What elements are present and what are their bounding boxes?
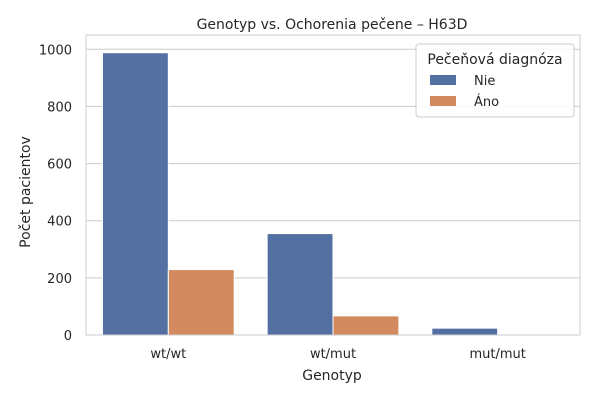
- bar-áno-wt-wt: [167, 269, 235, 336]
- y-tick-label: 200: [47, 272, 72, 287]
- x-axis-label: Genotyp: [302, 368, 362, 384]
- legend-swatch: [430, 75, 456, 85]
- bar-nie-wt-wt: [101, 52, 169, 336]
- legend-title: Pečeňová diagnóza: [427, 52, 562, 68]
- y-tick-label: 1000: [39, 43, 72, 58]
- x-tick-label: mut/mut: [469, 347, 525, 362]
- y-tick-label: 0: [64, 329, 72, 344]
- y-tick-label: 400: [47, 215, 72, 230]
- y-tick-labels: 0 200 400 600 800 1000: [39, 43, 72, 344]
- y-axis-label: Počet pacientov: [18, 136, 34, 248]
- x-tick-label: wt/mut: [310, 347, 356, 362]
- x-tick-label: wt/wt: [150, 347, 186, 362]
- y-tick-label: 800: [47, 100, 72, 115]
- y-tick-label: 600: [47, 158, 72, 173]
- bar-áno-wt-mut: [332, 315, 400, 336]
- bars: [101, 52, 565, 336]
- bar-nie-wt-mut: [266, 233, 334, 336]
- legend: Pečeňová diagnóza Nie Áno: [415, 43, 575, 118]
- chart-title: Genotyp vs. Ochorenia pečene – H63D: [197, 17, 468, 33]
- legend-swatch: [430, 96, 456, 106]
- x-tick-labels: wt/wt wt/mut mut/mut: [150, 347, 525, 362]
- legend-label: Áno: [474, 94, 499, 110]
- bar-nie-mut-mut: [431, 327, 499, 336]
- legend-label: Nie: [474, 74, 495, 89]
- legend-items: Nie Áno: [430, 74, 499, 110]
- plot-frame: [85, 34, 581, 336]
